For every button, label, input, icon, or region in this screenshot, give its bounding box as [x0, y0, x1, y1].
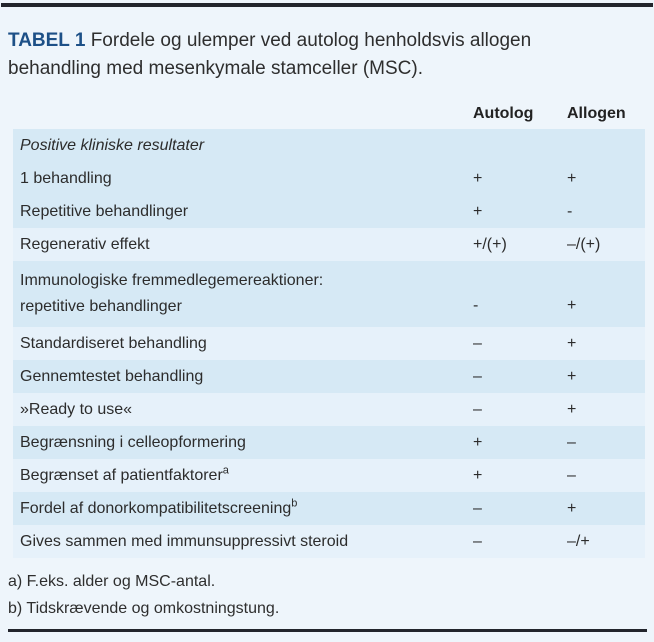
table-caption: TABEL 1 Fordele og ulemper ved autolog h…	[8, 27, 620, 83]
allogen-value: –/+	[567, 532, 590, 550]
table-row: Repetitive behandlinger + -	[13, 195, 645, 228]
autolog-value: +/(+)	[473, 235, 507, 253]
allogen-value: +	[567, 297, 577, 314]
autolog-value: +	[473, 466, 483, 484]
footnote-b: b) Tidskrævende og omkostningstung.	[8, 600, 280, 617]
table-row: Regenerativ effekt +/(+) –/(+)	[13, 228, 645, 261]
table-row: Positive kliniske resultater	[13, 129, 645, 162]
row-label: 1 behandling	[13, 170, 473, 188]
row-label-line1: Begrænsning i celleopformering	[20, 433, 246, 451]
table-row: Gives sammen med immunsuppressivt steroi…	[13, 525, 645, 558]
table-row: Standardiseret behandling – +	[13, 327, 645, 360]
table-row: Immunologiske fremmedlegemereaktioner: r…	[13, 261, 645, 327]
row-label-line2: repetitive behandlinger	[20, 298, 182, 315]
autolog-value: -	[473, 297, 479, 314]
autolog-value: –	[473, 334, 482, 352]
footnote-a: a) F.eks. alder og MSC-antal.	[8, 573, 216, 590]
table-number: TABEL 1	[8, 30, 86, 51]
row-label-line1: Regenerativ effekt	[20, 235, 150, 253]
row-label-line1: »Ready to use«	[20, 400, 133, 418]
allogen-value: +	[567, 169, 577, 187]
header-spacer	[13, 104, 473, 123]
table-figure: TABEL 1 Fordele og ulemper ved autolog h…	[0, 3, 654, 632]
table-row: Gennemtestet behandling – +	[13, 360, 645, 393]
row-label-line1: Positive kliniske resultater	[20, 136, 205, 154]
allogen-value: +	[567, 499, 577, 517]
autolog-value: +	[473, 202, 483, 220]
row-label: Fordel af donorkompatibilitetscreeningb	[13, 497, 473, 518]
row-label-line1: Standardiseret behandling	[20, 334, 207, 352]
table-row: Fordel af donorkompatibilitetscreeningb …	[13, 492, 645, 525]
row-label-line1: Fordel af donorkompatibilitetscreeningb	[20, 497, 298, 517]
row-label: Regenerativ effekt	[13, 236, 473, 254]
row-label: Positive kliniske resultater	[13, 137, 473, 155]
row-label: Gives sammen med immunsuppressivt steroi…	[13, 533, 473, 551]
autolog-value: +	[473, 433, 483, 451]
row-label-line1: Repetitive behandlinger	[20, 202, 189, 220]
top-divider	[1, 3, 653, 7]
row-label: Standardiseret behandling	[13, 335, 473, 353]
footnote-marker: a	[222, 464, 229, 477]
footnotes: a) F.eks. alder og MSC-antal. b) Tidskræ…	[8, 568, 654, 622]
column-header-autolog: Autolog	[473, 105, 534, 122]
row-label: Repetitive behandlinger	[13, 203, 473, 221]
autolog-value: –	[473, 499, 482, 517]
row-label: Gennemtestet behandling	[13, 368, 473, 386]
table-row: Begrænsning i celleopformering + –	[13, 426, 645, 459]
row-label-line1: Begrænset af patientfaktorera	[20, 464, 229, 484]
column-headers: Autolog Allogen	[13, 104, 645, 123]
row-label-line1: Gennemtestet behandling	[20, 367, 204, 385]
row-label-line1: 1 behandling	[20, 169, 112, 187]
row-label: »Ready to use«	[13, 401, 473, 419]
allogen-value: –	[567, 433, 576, 451]
row-label: Immunologiske fremmedlegemereaktioner: r…	[13, 268, 473, 327]
table-row: 1 behandling + +	[13, 162, 645, 195]
column-header-allogen: Allogen	[567, 105, 626, 122]
allogen-value: +	[567, 400, 577, 418]
footnote-marker: b	[291, 497, 298, 510]
row-label: Begrænsning i celleopformering	[13, 434, 473, 452]
row-label: Begrænset af patientfaktorera	[13, 464, 473, 485]
allogen-value: -	[567, 202, 573, 220]
table-row: Begrænset af patientfaktorera + –	[13, 459, 645, 492]
row-label-line1: Gives sammen med immunsuppressivt steroi…	[20, 532, 349, 550]
autolog-value: –	[473, 367, 482, 385]
autolog-value: –	[473, 532, 482, 550]
allogen-value: +	[567, 334, 577, 352]
caption-text: Fordele og ulemper ved autolog henholdsv…	[8, 30, 532, 79]
comparison-table: Positive kliniske resultater 1 behandlin…	[13, 129, 645, 558]
bottom-divider	[8, 629, 647, 632]
row-label-line1: Immunologiske fremmedlegemereaktioner:	[20, 272, 324, 289]
allogen-value: –/(+)	[567, 235, 601, 253]
allogen-value: –	[567, 466, 576, 484]
table-row: »Ready to use« – +	[13, 393, 645, 426]
allogen-value: +	[567, 367, 577, 385]
autolog-value: –	[473, 400, 482, 418]
autolog-value: +	[473, 169, 483, 187]
